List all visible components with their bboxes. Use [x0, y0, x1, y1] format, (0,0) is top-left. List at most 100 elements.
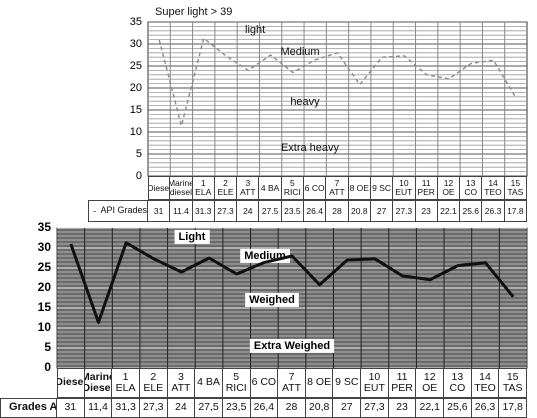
- y-tick-label: 10: [130, 126, 142, 138]
- annotation: Extra heavy: [281, 142, 340, 154]
- x-tick-label: 7 ATT: [326, 176, 349, 200]
- annotation-box: [245, 292, 299, 307]
- x-tick-label: Marine diesel: [170, 176, 193, 200]
- x-tick-label: 12 OE: [437, 176, 461, 200]
- x-tick-label: 1 ELA: [112, 368, 140, 398]
- y-tick-label: 25: [38, 260, 52, 274]
- y-tick-label: 35: [38, 220, 52, 234]
- y-tick-label: 25: [130, 60, 142, 72]
- data-label: 31,3: [112, 398, 140, 418]
- plot-area: [147, 21, 528, 177]
- x-tick-label: 10 EUT: [393, 176, 416, 200]
- annotation: Medium: [280, 46, 319, 58]
- y-tick-label: 15: [130, 104, 142, 116]
- x-tick-label: 3 ATT: [237, 176, 260, 200]
- data-label: 26.4: [304, 200, 327, 222]
- annotation-box: [249, 338, 335, 353]
- data-label: 27: [333, 398, 362, 418]
- data-label: 23: [388, 398, 417, 418]
- x-tick-label: 12 OE: [416, 368, 445, 398]
- x-tick-label: 9 SC: [333, 368, 362, 398]
- x-tick-label: 7 ATT: [278, 368, 306, 398]
- legend-cell: Grades API: [0, 398, 57, 418]
- legend-swatch: [93, 210, 97, 212]
- annotation: Weighed: [249, 294, 295, 306]
- legend-label: API Grades: [100, 205, 147, 216]
- y-tick-label: 5: [44, 340, 51, 354]
- annotation: light: [245, 24, 265, 36]
- x-tick-label: 1 ELA: [192, 176, 215, 200]
- x-tick-label: 2 ELE: [139, 368, 168, 398]
- annotation: Light: [179, 231, 206, 243]
- annotation: Extra Weighed: [254, 340, 330, 352]
- data-label: 11,4: [84, 398, 113, 418]
- x-tick-label: 11 PER: [388, 368, 417, 398]
- x-tick-label: 11 PER: [415, 176, 438, 200]
- x-tick-label: 14 TEO: [482, 176, 505, 200]
- x-tick-label: 4 BA: [195, 368, 223, 398]
- y-tick-label: 0: [136, 170, 142, 182]
- data-label: 11.4: [170, 200, 193, 222]
- data-label: 22.1: [437, 200, 461, 222]
- data-label: 27.3: [214, 200, 238, 222]
- x-tick-label: 2 ELE: [214, 176, 238, 200]
- x-tick-label: 6 CO: [250, 368, 279, 398]
- x-tick-label: 6 CO: [304, 176, 327, 200]
- data-label: 28: [278, 398, 306, 418]
- annotation-box: [174, 229, 210, 244]
- data-label: 26,3: [471, 398, 500, 418]
- data-label: 24: [167, 398, 196, 418]
- data-label: 31: [148, 200, 171, 222]
- x-tick-label: 10 EUT: [361, 368, 389, 398]
- x-tick-label: 8 OE: [305, 368, 334, 398]
- data-label: 20,8: [305, 398, 334, 418]
- data-label: 25,6: [444, 398, 472, 418]
- annotation: Super light > 39: [155, 6, 232, 18]
- y-tick-label: 35: [130, 16, 142, 28]
- data-label: 27,5: [195, 398, 223, 418]
- y-tick-label: 15: [38, 300, 52, 314]
- data-label: 26,4: [250, 398, 279, 418]
- x-tick-label: 5 RICI: [281, 176, 305, 200]
- x-tick-label: Marine Diesel: [84, 368, 113, 398]
- x-tick-label: 13 CO: [444, 368, 472, 398]
- x-tick-label: 14 TEO: [471, 368, 500, 398]
- x-tick-label: 5 RICI: [222, 368, 251, 398]
- x-tick-label: 8 OE: [348, 176, 371, 200]
- data-label: 23: [415, 200, 438, 222]
- data-label: 26.3: [482, 200, 505, 222]
- data-label: 24: [237, 200, 260, 222]
- data-label: 27: [370, 200, 394, 222]
- x-tick-label: 4 BA: [259, 176, 282, 200]
- data-label: 25.6: [460, 200, 483, 222]
- data-label: 31.3: [192, 200, 215, 222]
- x-tick-label: 9 SC: [370, 176, 394, 200]
- data-label: 23,5: [222, 398, 251, 418]
- x-tick-label: Diesel: [57, 368, 85, 398]
- data-label: 27,3: [361, 398, 389, 418]
- y-tick-label: 5: [136, 148, 142, 160]
- y-tick-label: 20: [38, 280, 52, 294]
- x-tick-label: 13 CO: [460, 176, 483, 200]
- data-label: 28: [326, 200, 349, 222]
- data-label: 22,1: [416, 398, 445, 418]
- data-label: 20.8: [348, 200, 371, 222]
- annotation: heavy: [290, 96, 320, 108]
- x-tick-label: Diesel: [148, 176, 171, 200]
- series-line: [69, 241, 515, 324]
- x-tick-label: 3 ATT: [167, 368, 196, 398]
- y-tick-label: 0: [44, 360, 51, 374]
- legend-cell: API Grades: [88, 200, 148, 222]
- y-tick-label: 10: [38, 320, 52, 334]
- x-tick-label: 15 TAS: [499, 368, 527, 398]
- data-label: 27.3: [393, 200, 416, 222]
- y-tick-label: 20: [130, 82, 142, 94]
- data-label: 17,8: [499, 398, 527, 418]
- data-label: 27,3: [139, 398, 168, 418]
- data-label: 23.5: [281, 200, 305, 222]
- x-tick-label: 15 TAS: [504, 176, 527, 200]
- legend-label: Grades API: [9, 401, 57, 414]
- data-label: 27.5: [259, 200, 282, 222]
